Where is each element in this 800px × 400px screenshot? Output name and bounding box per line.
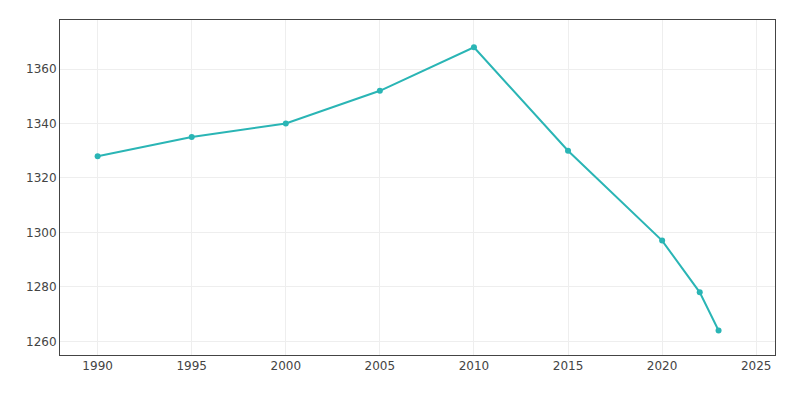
svg-text:2005: 2005 [365, 359, 396, 373]
svg-text:1990: 1990 [82, 359, 113, 373]
svg-text:2010: 2010 [459, 359, 490, 373]
svg-text:2000: 2000 [271, 359, 302, 373]
svg-text:1340: 1340 [26, 117, 57, 131]
svg-text:2025: 2025 [741, 359, 772, 373]
svg-text:1260: 1260 [26, 335, 57, 349]
svg-text:1995: 1995 [176, 359, 207, 373]
svg-text:1320: 1320 [26, 171, 57, 185]
svg-text:2015: 2015 [553, 359, 584, 373]
svg-text:1300: 1300 [26, 226, 57, 240]
svg-text:2020: 2020 [647, 359, 678, 373]
svg-text:1280: 1280 [26, 280, 57, 294]
svg-text:1360: 1360 [26, 62, 57, 76]
